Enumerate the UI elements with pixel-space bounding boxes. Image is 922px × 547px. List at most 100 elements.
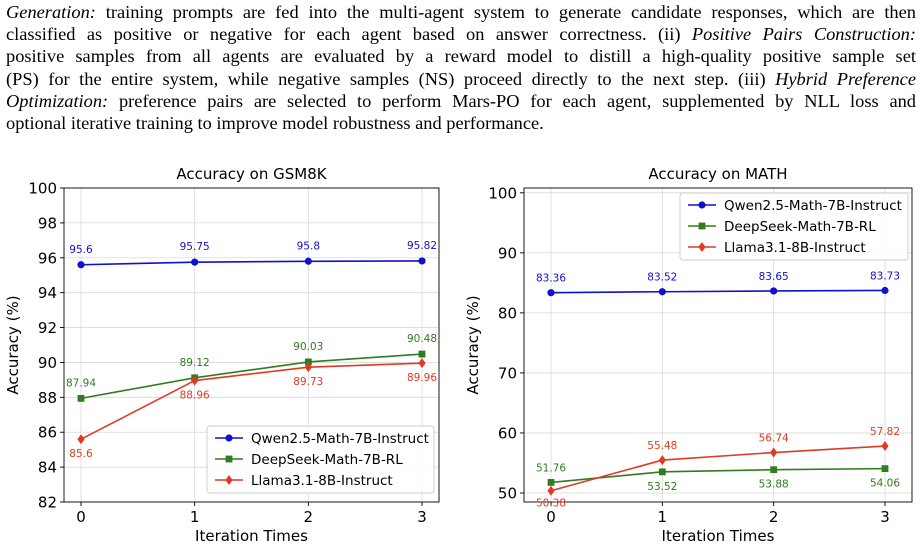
data-point (881, 465, 889, 473)
legend-item: Llama3.1-8B-Instruct (215, 473, 393, 489)
data-point (77, 434, 85, 445)
data-point (77, 261, 85, 269)
data-label: 51.76 (536, 462, 566, 474)
legend-swatch-marker (698, 201, 706, 209)
series-line (80, 362, 423, 440)
legend-label: Qwen2.5-Math-7B-Instruct (251, 431, 429, 447)
data-label: 54.06 (870, 478, 900, 490)
series-line (80, 353, 423, 400)
data-label: 56.74 (759, 433, 789, 445)
data-point (418, 350, 426, 358)
data-point (770, 287, 778, 295)
y-tick-label: 60 (498, 424, 517, 442)
series-llama3-1-8b-instruct: 85.6 88.96 89.73 89.96 (69, 358, 437, 460)
legend-swatch-marker (698, 242, 706, 252)
series-line (80, 260, 423, 266)
caption-term-optimization: Optimization: (6, 90, 109, 111)
legend-item: Llama3.1-8B-Instruct (688, 240, 866, 256)
data-point (881, 441, 889, 452)
caption-term-hybrid: Hybrid Preference (775, 68, 917, 89)
data-label: 89.12 (180, 357, 210, 369)
legend-swatch-marker (698, 222, 706, 230)
series-line (550, 467, 886, 484)
data-label: 57.82 (870, 426, 900, 438)
legend-swatch-marker (225, 475, 233, 485)
series-qwen2-5-math-7b-instruct: 95.6 95.75 95.8 95.82 (69, 240, 437, 269)
data-label: 55.48 (647, 440, 677, 452)
legend-label: Llama3.1-8B-Instruct (724, 240, 866, 256)
legend-label: DeepSeek-Math-7B-RL (724, 219, 876, 235)
x-tick-label: 1 (190, 508, 200, 526)
plot-frame (523, 187, 913, 503)
gsm8k-accuracy-chart: 82 84 86 88 90 92 94 96 98 100 0 1 2 3 Accuracy on GSM… (4, 165, 440, 545)
data-point (304, 362, 312, 373)
y-tick-label: 92 (38, 319, 57, 337)
legend-item: Qwen2.5-Math-7B-Instruct (688, 198, 902, 214)
x-tick-label: 2 (304, 508, 314, 526)
legend-swatch-marker (225, 455, 233, 463)
data-label: 50.38 (536, 498, 566, 510)
y-tick-label: 100 (488, 184, 517, 202)
legend-box (679, 192, 909, 261)
y-tick-label: 70 (498, 364, 517, 382)
caption-line-4: (PS) for the entire system, while negati… (6, 68, 917, 89)
data-point (191, 375, 199, 386)
data-point (547, 479, 555, 486)
x-tick-label: 3 (417, 508, 427, 526)
x-tick-label: 3 (880, 508, 890, 526)
x-axis-label: Iteration Times (195, 527, 308, 545)
chart-title: Accuracy on GSM8K (176, 165, 327, 183)
data-label: 53.88 (759, 479, 789, 491)
y-axis-label: Accuracy (%) (4, 295, 22, 394)
data-point (547, 485, 555, 496)
series-qwen2-5-math-7b-instruct: 83.36 83.52 83.65 83.73 (536, 270, 900, 297)
series-deepseek-math-7b-rl: 87.94 89.12 90.03 90.48 (66, 333, 437, 402)
y-tick-label: 94 (38, 284, 57, 302)
data-point (304, 358, 312, 366)
data-point (881, 286, 889, 295)
chart-legend: Qwen2.5-Math-7B-Instruct DeepSeek-Math-7B… (206, 425, 435, 494)
data-label: 89.96 (407, 372, 437, 384)
data-label: 89.73 (293, 376, 323, 388)
y-tick-label: 80 (498, 304, 517, 322)
y-tick-label: 100 (28, 180, 57, 198)
data-label: 95.6 (69, 244, 93, 256)
caption-line-5: Optimization: preference pairs are selec… (6, 90, 916, 111)
series-line (550, 289, 886, 294)
caption-term-generation: Generation: (6, 2, 96, 22)
y-tick-label: 82 (38, 494, 57, 512)
legend-swatch-marker (225, 434, 233, 442)
y-tick-label: 96 (38, 249, 57, 267)
data-label: 95.8 (297, 240, 320, 252)
data-label: 85.6 (69, 448, 93, 460)
data-label: 95.75 (180, 241, 210, 253)
legend-label: DeepSeek-Math-7B-RL (251, 452, 403, 468)
caption-line-1: Generation: training prompts are fed int… (6, 2, 916, 22)
y-tick-label: 50 (498, 484, 517, 502)
legend-box (206, 425, 435, 494)
data-label: 90.03 (293, 341, 323, 353)
data-point (418, 358, 426, 369)
math-accuracy-chart: 50 60 70 80 90 100 0 1 2 3 Accuracy on MATH Iterati… (464, 165, 913, 545)
data-point (658, 455, 666, 466)
caption-line-6: optional iterative training to improve m… (6, 113, 544, 134)
legend-label: Llama3.1-8B-Instruct (251, 473, 393, 489)
legend-item: DeepSeek-Math-7B-RL (215, 452, 403, 468)
data-point (658, 468, 666, 476)
data-point (658, 288, 666, 296)
series-line (550, 445, 886, 492)
y-tick-label: 90 (38, 354, 57, 372)
data-label: 88.96 (180, 390, 210, 402)
data-point (547, 289, 555, 297)
data-point (770, 447, 778, 458)
plot-frame (63, 187, 440, 503)
data-label: 53.52 (647, 481, 677, 493)
data-label: 90.48 (407, 333, 437, 345)
data-label: 95.82 (407, 240, 437, 252)
legend-item: DeepSeek-Math-7B-RL (688, 219, 876, 235)
series-llama3-1-8b-instruct: 50.38 55.48 56.74 57.82 (536, 426, 900, 510)
chart-title: Accuracy on MATH (648, 165, 787, 183)
x-tick-label: 1 (658, 508, 668, 526)
figure-caption: Generation: training prompts are fed int… (6, 1, 916, 134)
series-deepseek-math-7b-rl: 51.76 53.52 53.88 54.06 (536, 462, 900, 492)
